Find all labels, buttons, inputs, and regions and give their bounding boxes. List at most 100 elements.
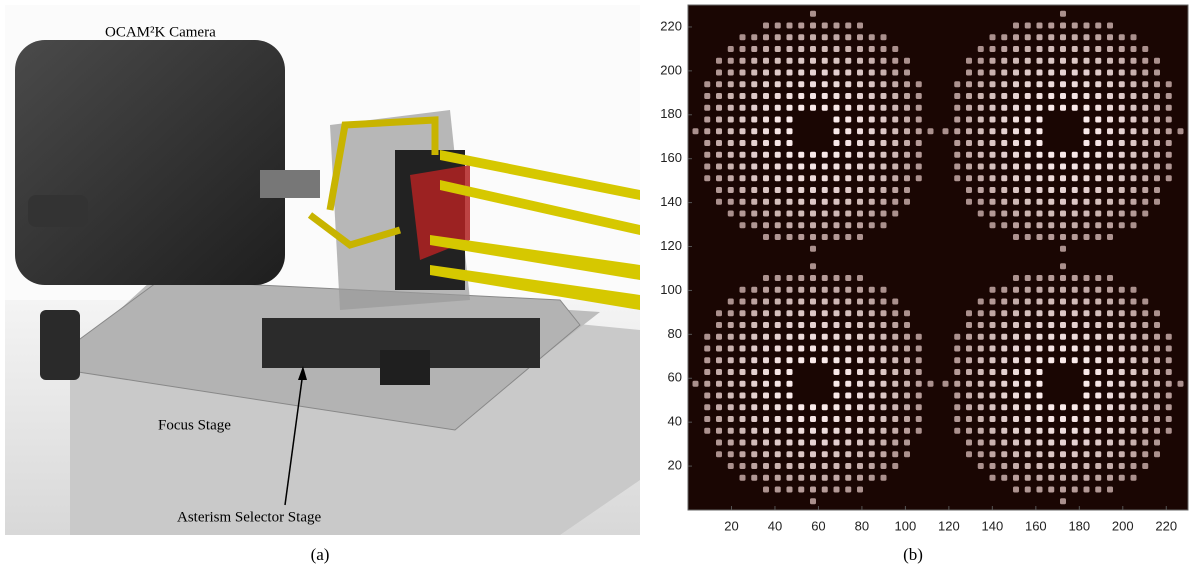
spot <box>943 381 949 387</box>
spot <box>834 175 840 181</box>
spot <box>857 287 863 293</box>
spot <box>1095 275 1101 281</box>
spot <box>751 463 757 469</box>
spot <box>1048 234 1054 240</box>
spot <box>869 222 875 228</box>
spot <box>716 187 722 193</box>
spot <box>1037 175 1043 181</box>
spot <box>751 287 757 293</box>
spot <box>845 299 851 305</box>
spot <box>990 46 996 52</box>
spot <box>1107 211 1113 217</box>
spot <box>892 369 898 375</box>
spot <box>869 322 875 328</box>
spot <box>834 404 840 410</box>
spot <box>869 105 875 111</box>
spot <box>1072 357 1078 363</box>
image-bg <box>688 5 1188 510</box>
spot <box>787 140 793 146</box>
spot <box>1060 334 1066 340</box>
spot <box>1037 299 1043 305</box>
spot <box>1142 81 1148 87</box>
spot <box>763 58 769 64</box>
spot <box>1048 416 1054 422</box>
spot <box>775 34 781 40</box>
spot <box>1060 263 1066 269</box>
spot <box>1095 451 1101 457</box>
spot <box>978 428 984 434</box>
spot <box>1131 404 1137 410</box>
spot <box>1084 463 1090 469</box>
spot <box>904 346 910 352</box>
spot <box>834 81 840 87</box>
x-tick-label: 140 <box>981 518 1003 533</box>
spot <box>834 487 840 493</box>
spot <box>1131 58 1137 64</box>
spot <box>763 393 769 399</box>
spot <box>1001 393 1007 399</box>
spot <box>834 140 840 146</box>
spot <box>1084 81 1090 87</box>
spot <box>916 140 922 146</box>
spot <box>892 117 898 123</box>
spot <box>954 93 960 99</box>
spot <box>740 381 746 387</box>
spot <box>857 175 863 181</box>
spot <box>1084 46 1090 52</box>
spot <box>1119 34 1125 40</box>
spot <box>857 222 863 228</box>
spot <box>1072 222 1078 228</box>
spot <box>892 440 898 446</box>
spot <box>740 416 746 422</box>
spot <box>787 287 793 293</box>
spot <box>966 81 972 87</box>
spot <box>763 234 769 240</box>
spot <box>1001 310 1007 316</box>
spot <box>845 322 851 328</box>
spot <box>834 58 840 64</box>
spot <box>1119 451 1125 457</box>
spot <box>1107 117 1113 123</box>
spot <box>857 357 863 363</box>
spot <box>990 451 996 457</box>
spot <box>1048 310 1054 316</box>
spot <box>1013 117 1019 123</box>
spot <box>1142 70 1148 76</box>
spot <box>1025 34 1031 40</box>
spot <box>787 211 793 217</box>
spot <box>822 416 828 422</box>
spot <box>928 381 934 387</box>
spot <box>1084 322 1090 328</box>
spot <box>990 310 996 316</box>
spot <box>1037 451 1043 457</box>
spot <box>1119 164 1125 170</box>
spot <box>751 334 757 340</box>
spot <box>751 117 757 123</box>
spot <box>751 222 757 228</box>
spot <box>1060 211 1066 217</box>
spot <box>728 117 734 123</box>
spot <box>869 451 875 457</box>
spot <box>834 93 840 99</box>
spot <box>775 416 781 422</box>
spot <box>1095 140 1101 146</box>
spot <box>728 404 734 410</box>
spot <box>1072 334 1078 340</box>
image-panel: (b) 204060801001201401601802002202040608… <box>660 5 1188 564</box>
x-tick-label: 80 <box>855 518 869 533</box>
spot <box>1072 70 1078 76</box>
spot <box>1072 58 1078 64</box>
spot <box>1119 404 1125 410</box>
spot <box>798 164 804 170</box>
spot <box>1072 152 1078 158</box>
spot <box>904 58 910 64</box>
spot <box>1154 451 1160 457</box>
spot <box>845 416 851 422</box>
spot <box>869 70 875 76</box>
spot <box>978 46 984 52</box>
spot <box>1142 416 1148 422</box>
spot <box>775 322 781 328</box>
spot <box>916 175 922 181</box>
spot <box>845 275 851 281</box>
spot <box>716 346 722 352</box>
